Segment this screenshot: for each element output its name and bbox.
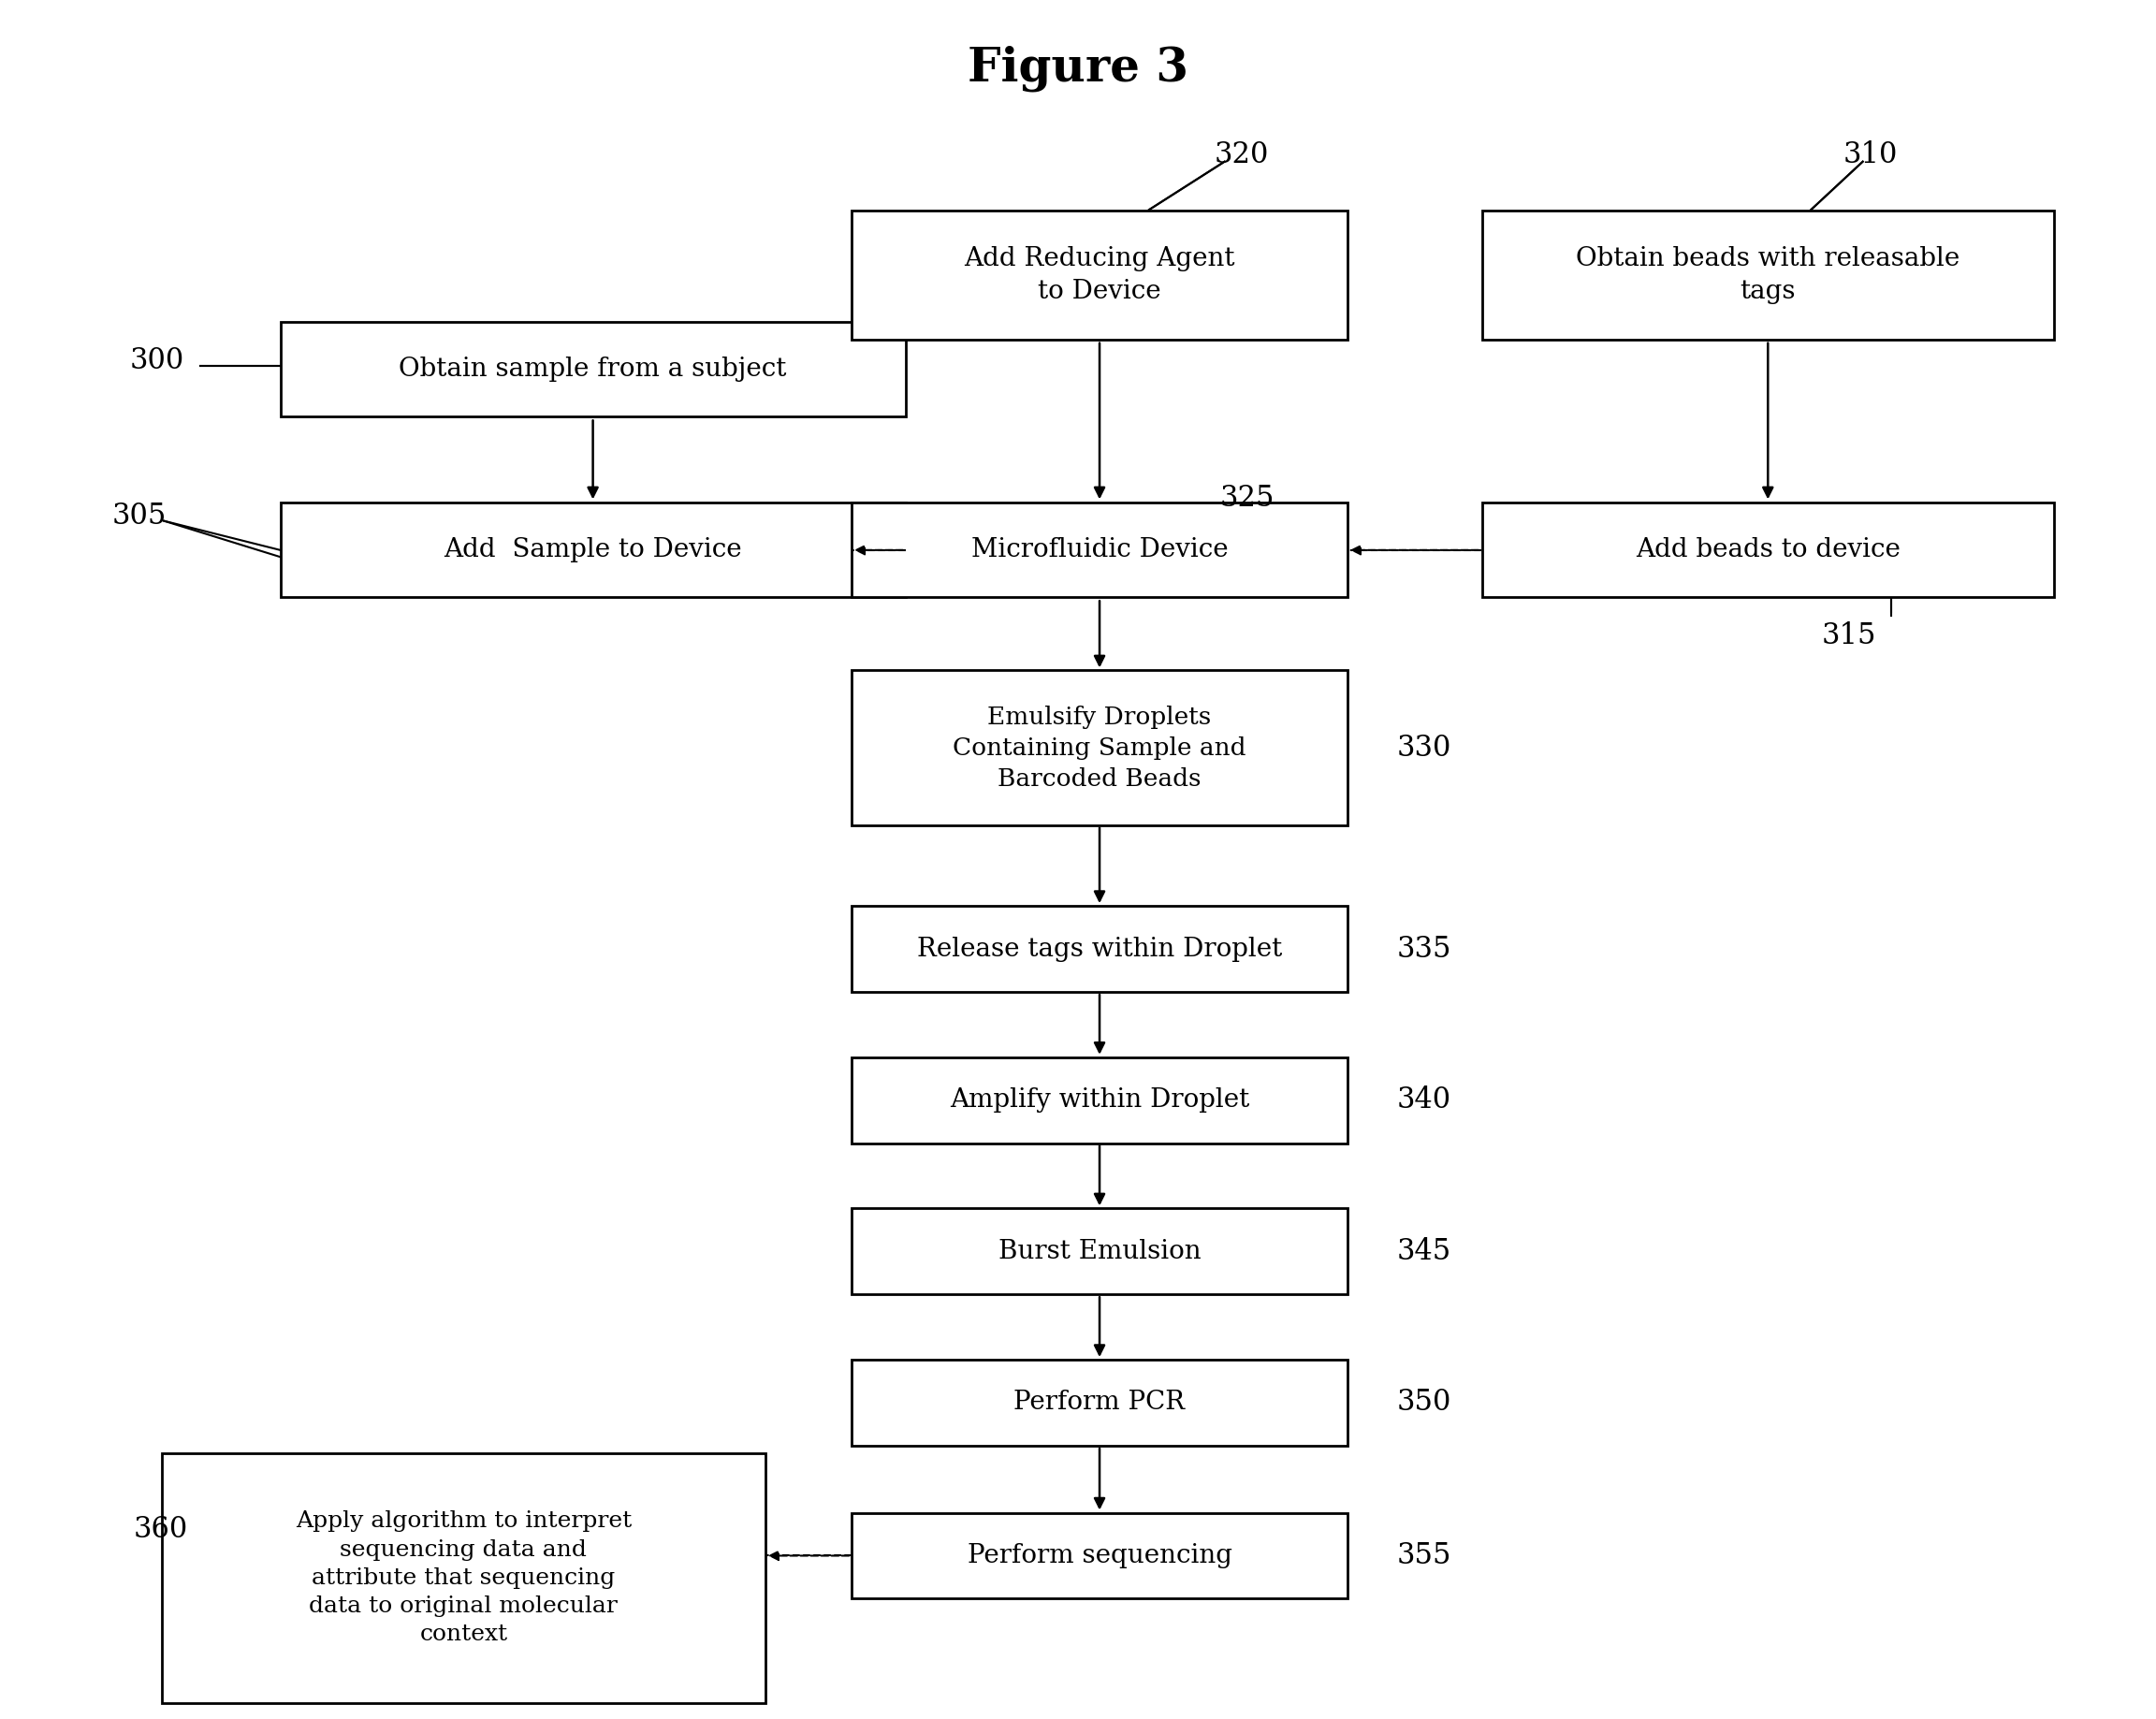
Text: 355: 355 xyxy=(1397,1542,1451,1569)
Text: Figure 3: Figure 3 xyxy=(968,46,1188,91)
FancyBboxPatch shape xyxy=(280,502,906,596)
Text: 360: 360 xyxy=(134,1516,188,1544)
Text: Add  Sample to Device: Add Sample to Device xyxy=(444,538,742,562)
Text: Apply algorithm to interpret
sequencing data and
attribute that sequencing
data : Apply algorithm to interpret sequencing … xyxy=(295,1511,632,1645)
FancyBboxPatch shape xyxy=(852,210,1348,340)
Text: 315: 315 xyxy=(1822,622,1876,650)
Text: 305: 305 xyxy=(112,502,166,529)
Text: 320: 320 xyxy=(1214,141,1268,168)
Text: Obtain beads with releasable
tags: Obtain beads with releasable tags xyxy=(1576,246,1960,304)
FancyBboxPatch shape xyxy=(852,1360,1348,1446)
Text: 335: 335 xyxy=(1397,935,1451,963)
Text: Release tags within Droplet: Release tags within Droplet xyxy=(916,937,1283,961)
Text: 350: 350 xyxy=(1397,1389,1451,1416)
Text: Microfluidic Device: Microfluidic Device xyxy=(970,538,1229,562)
Text: 340: 340 xyxy=(1397,1086,1451,1114)
FancyBboxPatch shape xyxy=(1483,502,2053,596)
Text: Amplify within Droplet: Amplify within Droplet xyxy=(951,1088,1248,1112)
FancyBboxPatch shape xyxy=(852,1057,1348,1143)
Text: Perform sequencing: Perform sequencing xyxy=(968,1544,1231,1568)
Text: Emulsify Droplets
Containing Sample and
Barcoded Beads: Emulsify Droplets Containing Sample and … xyxy=(953,705,1246,791)
FancyBboxPatch shape xyxy=(852,1208,1348,1294)
Text: Obtain sample from a subject: Obtain sample from a subject xyxy=(399,358,787,382)
FancyBboxPatch shape xyxy=(280,321,906,416)
FancyBboxPatch shape xyxy=(852,1513,1348,1599)
FancyBboxPatch shape xyxy=(852,502,1348,596)
Text: Add Reducing Agent
to Device: Add Reducing Agent to Device xyxy=(964,246,1235,304)
Text: Perform PCR: Perform PCR xyxy=(1013,1391,1186,1415)
FancyBboxPatch shape xyxy=(852,670,1348,825)
Text: 310: 310 xyxy=(1843,141,1897,168)
Text: 325: 325 xyxy=(1220,485,1274,512)
Text: Add beads to device: Add beads to device xyxy=(1636,538,1899,562)
FancyBboxPatch shape xyxy=(852,906,1348,992)
FancyBboxPatch shape xyxy=(162,1453,765,1702)
Text: Burst Emulsion: Burst Emulsion xyxy=(998,1239,1201,1263)
FancyBboxPatch shape xyxy=(1483,210,2053,340)
Text: 300: 300 xyxy=(129,347,183,375)
Text: 330: 330 xyxy=(1397,734,1451,762)
Text: 345: 345 xyxy=(1397,1238,1451,1265)
